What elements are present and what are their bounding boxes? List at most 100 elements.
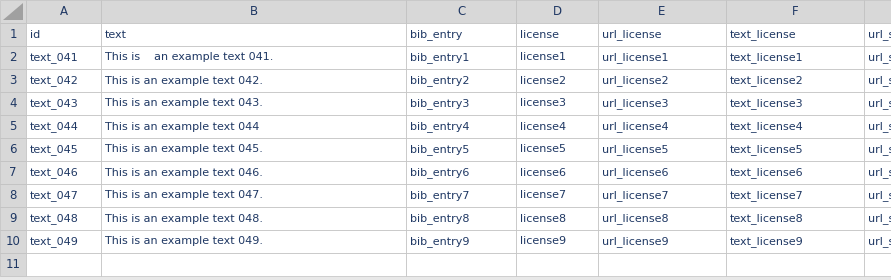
- Bar: [101, 92, 406, 115]
- Text: 3: 3: [9, 74, 17, 87]
- Bar: [598, 184, 726, 207]
- Bar: [406, 46, 516, 69]
- Text: This is an example text 042.: This is an example text 042.: [105, 76, 263, 85]
- Text: text_license6: text_license6: [730, 167, 804, 178]
- Bar: [0, 138, 26, 161]
- Bar: [101, 0, 406, 23]
- Bar: [726, 69, 864, 92]
- Text: url_license6: url_license6: [602, 167, 668, 178]
- Bar: [726, 253, 864, 276]
- Bar: [406, 138, 516, 161]
- Bar: [598, 253, 726, 276]
- Text: text_041: text_041: [30, 52, 78, 63]
- Bar: [516, 69, 598, 92]
- Bar: [516, 184, 598, 207]
- Bar: [516, 0, 598, 23]
- Bar: [101, 46, 406, 69]
- Text: 2: 2: [9, 51, 17, 64]
- Text: url_source7: url_source7: [868, 190, 891, 201]
- Bar: [26, 46, 101, 69]
- Bar: [406, 23, 516, 46]
- Bar: [406, 0, 516, 23]
- Text: B: B: [249, 5, 257, 18]
- Bar: [726, 230, 864, 253]
- Text: text_048: text_048: [30, 213, 79, 224]
- Bar: [726, 138, 864, 161]
- Text: url_source9: url_source9: [868, 236, 891, 247]
- Bar: [516, 230, 598, 253]
- Bar: [406, 230, 516, 253]
- Bar: [406, 253, 516, 276]
- Text: url_source1: url_source1: [868, 52, 891, 63]
- Bar: [864, 253, 891, 276]
- Bar: [101, 161, 406, 184]
- Bar: [726, 46, 864, 69]
- Text: url_source4: url_source4: [868, 121, 891, 132]
- Bar: [864, 207, 891, 230]
- Bar: [101, 230, 406, 253]
- Bar: [598, 0, 726, 23]
- Text: url_source5: url_source5: [868, 144, 891, 155]
- Text: license2: license2: [520, 76, 566, 85]
- Text: text_license5: text_license5: [730, 144, 804, 155]
- Bar: [101, 253, 406, 276]
- Bar: [864, 69, 891, 92]
- Text: url_source2: url_source2: [868, 75, 891, 86]
- Text: 10: 10: [5, 235, 20, 248]
- Bar: [598, 207, 726, 230]
- Text: 1: 1: [9, 28, 17, 41]
- Text: 5: 5: [9, 120, 17, 133]
- Bar: [0, 207, 26, 230]
- Bar: [516, 138, 598, 161]
- Bar: [726, 207, 864, 230]
- Text: text_license3: text_license3: [730, 98, 804, 109]
- Text: bib_entry6: bib_entry6: [410, 167, 470, 178]
- Text: license7: license7: [520, 190, 566, 200]
- Text: license3: license3: [520, 99, 566, 109]
- Bar: [864, 46, 891, 69]
- Text: D: D: [552, 5, 561, 18]
- Bar: [0, 184, 26, 207]
- Bar: [0, 0, 26, 23]
- Bar: [26, 69, 101, 92]
- Text: F: F: [792, 5, 798, 18]
- Bar: [598, 138, 726, 161]
- Text: text_043: text_043: [30, 98, 78, 109]
- Bar: [406, 69, 516, 92]
- Text: 8: 8: [9, 189, 17, 202]
- Bar: [516, 207, 598, 230]
- Bar: [598, 92, 726, 115]
- Text: url_source3: url_source3: [868, 98, 891, 109]
- Text: text_license8: text_license8: [730, 213, 804, 224]
- Text: bib_entry2: bib_entry2: [410, 75, 470, 86]
- Text: url_license8: url_license8: [602, 213, 668, 224]
- Bar: [598, 69, 726, 92]
- Text: bib_entry3: bib_entry3: [410, 98, 470, 109]
- Text: text_license1: text_license1: [730, 52, 804, 63]
- Text: bib_entry7: bib_entry7: [410, 190, 470, 201]
- Bar: [864, 92, 891, 115]
- Bar: [864, 230, 891, 253]
- Text: This is an example text 047.: This is an example text 047.: [105, 190, 263, 200]
- Text: url_license7: url_license7: [602, 190, 668, 201]
- Text: license6: license6: [520, 167, 566, 178]
- Text: text_license2: text_license2: [730, 75, 804, 86]
- Text: license: license: [520, 29, 559, 39]
- Bar: [516, 46, 598, 69]
- Text: text_license9: text_license9: [730, 236, 804, 247]
- Text: url_license5: url_license5: [602, 144, 668, 155]
- Bar: [598, 46, 726, 69]
- Text: This is an example text 046.: This is an example text 046.: [105, 167, 263, 178]
- Polygon shape: [3, 3, 23, 20]
- Text: A: A: [60, 5, 68, 18]
- Bar: [598, 230, 726, 253]
- Text: url_license3: url_license3: [602, 98, 668, 109]
- Bar: [598, 161, 726, 184]
- Text: text_047: text_047: [30, 190, 79, 201]
- Bar: [598, 115, 726, 138]
- Bar: [864, 0, 891, 23]
- Bar: [406, 92, 516, 115]
- Text: This is an example text 044: This is an example text 044: [105, 122, 259, 132]
- Text: license8: license8: [520, 213, 566, 223]
- Bar: [406, 184, 516, 207]
